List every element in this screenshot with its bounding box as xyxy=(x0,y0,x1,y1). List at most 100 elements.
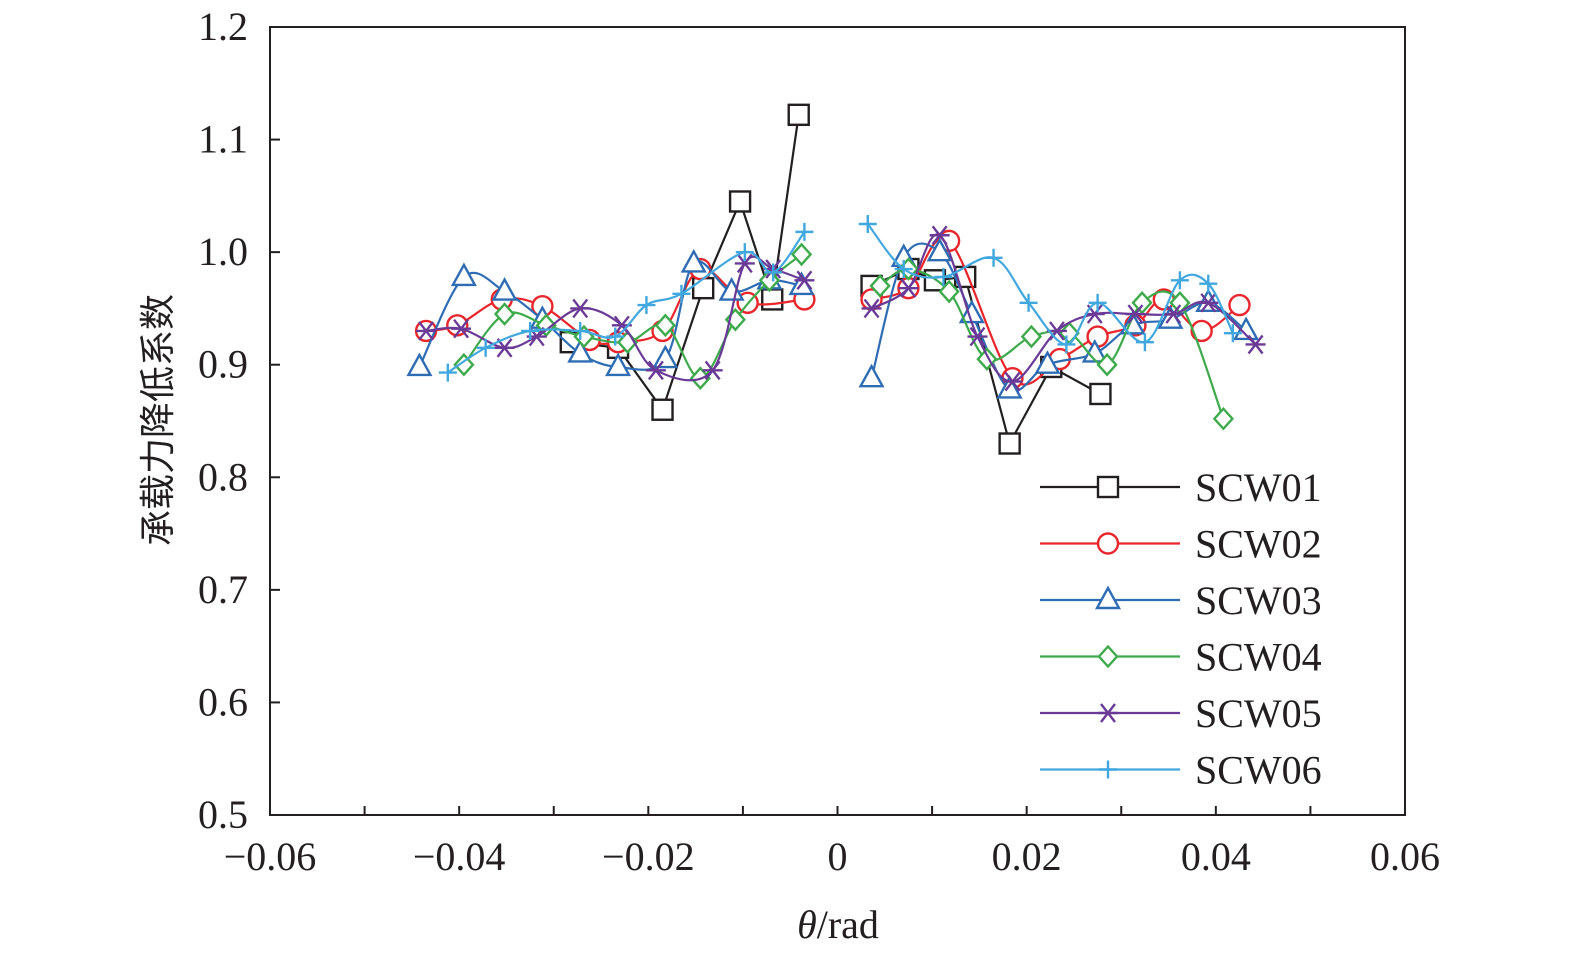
y-tick-label: 0.6 xyxy=(198,679,248,724)
x-tick-label: 0.02 xyxy=(992,834,1062,879)
data-point-asterisk xyxy=(570,298,591,319)
data-point-triangle xyxy=(858,363,885,388)
data-point-diamond xyxy=(1097,644,1119,669)
legend-label: SCW04 xyxy=(1195,635,1322,680)
data-point-plus xyxy=(858,215,877,233)
data-point-plus xyxy=(1088,293,1107,312)
data-point-plus xyxy=(606,327,625,346)
data-point-plus xyxy=(1223,324,1242,343)
data-point-triangle xyxy=(450,262,477,287)
data-point-plus xyxy=(1199,274,1218,293)
x-tick-label: 0.06 xyxy=(1370,834,1440,879)
data-point-square xyxy=(651,398,674,421)
data-point-asterisk xyxy=(794,270,815,291)
data-point-triangle xyxy=(680,248,707,273)
data-point-asterisk xyxy=(967,326,988,347)
data-point-diamond xyxy=(938,279,960,304)
series-layer xyxy=(406,103,1266,455)
legend-item-scw06: SCW06 xyxy=(1040,748,1322,793)
asterisk-stroke xyxy=(900,278,917,298)
asterisk-stroke xyxy=(796,270,813,291)
y-tick-label: 0.8 xyxy=(198,454,248,499)
legend-label: SCW01 xyxy=(1195,465,1322,510)
data-point-triangle xyxy=(567,338,594,363)
data-point-asterisk xyxy=(416,321,437,341)
data-point-triangle xyxy=(1094,585,1122,610)
data-point-asterisk xyxy=(1125,304,1146,324)
legend-item-scw04: SCW04 xyxy=(1040,635,1322,680)
data-point-circle xyxy=(1086,325,1109,348)
asterisk-stroke xyxy=(572,298,589,319)
x-axis-title: θ/rad xyxy=(797,902,879,947)
legend-item-scw01: SCW01 xyxy=(1040,465,1322,510)
data-point-plus xyxy=(795,222,814,241)
data-point-square xyxy=(787,103,810,127)
asterisk-stroke xyxy=(736,253,753,274)
data-point-square xyxy=(1096,475,1120,499)
data-point-triangle xyxy=(491,277,518,301)
y-tick-label: 0.7 xyxy=(198,567,248,612)
y-tick-label: 0.9 xyxy=(198,342,248,387)
x-tick-label: 0.04 xyxy=(1181,834,1251,879)
series-line xyxy=(463,253,803,380)
axes: −0.06 −0.04 −0.02 0 0.02 0.04 0.06 0.5 0.6 0.7 0.8… xyxy=(198,4,1440,879)
asterisk-stroke xyxy=(1165,304,1182,324)
data-point-plus xyxy=(1019,293,1038,312)
data-point-diamond xyxy=(1020,324,1043,349)
data-point-plus xyxy=(1099,760,1117,779)
data-point-plus xyxy=(438,363,457,382)
data-point-plus xyxy=(1170,271,1189,290)
legend-item-scw05: SCW05 xyxy=(1040,691,1322,736)
data-point-asterisk xyxy=(734,253,755,274)
data-point-asterisk xyxy=(861,298,882,319)
asterisk-stroke xyxy=(1200,293,1217,313)
data-point-asterisk xyxy=(898,278,919,298)
data-point-triangle xyxy=(996,374,1023,399)
x-axis-title-unit: /rad xyxy=(817,902,879,947)
data-point-plus xyxy=(984,248,1003,267)
data-point-diamond xyxy=(453,352,475,377)
data-point-plus xyxy=(735,243,754,262)
asterisk-stroke xyxy=(647,360,664,381)
asterisk-stroke xyxy=(418,321,435,341)
asterisk-stroke xyxy=(1048,321,1065,341)
data-point-asterisk xyxy=(929,225,950,245)
data-point-triangle xyxy=(406,352,433,377)
series-line xyxy=(447,231,806,374)
data-point-plus xyxy=(1135,333,1154,352)
data-point-diamond xyxy=(493,302,516,326)
y-tick-label: 0.5 xyxy=(198,792,248,837)
legend-label: SCW06 xyxy=(1195,748,1322,793)
data-point-diamond xyxy=(1131,291,1153,315)
x-tick-label: 0 xyxy=(828,834,848,879)
data-point-diamond xyxy=(1096,352,1118,377)
data-point-circle xyxy=(1096,532,1120,555)
asterisk-stroke xyxy=(1127,304,1144,324)
y-tick-label: 1.1 xyxy=(198,117,248,162)
data-point-circle xyxy=(1228,293,1251,317)
asterisk-stroke xyxy=(496,338,513,358)
x-axis-title-symbol: θ xyxy=(797,902,817,947)
asterisk-stroke xyxy=(704,360,721,381)
y-tick-label: 1.2 xyxy=(198,4,248,49)
asterisk-stroke xyxy=(1086,304,1103,324)
series-scw05 xyxy=(416,225,1266,392)
data-point-plus xyxy=(571,321,590,340)
data-point-asterisk xyxy=(645,360,666,381)
data-point-plus xyxy=(934,267,953,286)
legend-label: SCW03 xyxy=(1195,578,1322,623)
data-point-diamond xyxy=(654,313,676,338)
series-scw01 xyxy=(559,103,1112,455)
legend-item-scw02: SCW02 xyxy=(1040,522,1322,567)
data-point-asterisk xyxy=(702,360,723,381)
data-point-plus xyxy=(521,321,540,340)
asterisk-stroke xyxy=(931,225,948,245)
asterisk-stroke xyxy=(453,318,470,339)
data-point-asterisk xyxy=(451,318,472,339)
data-point-triangle xyxy=(1034,350,1061,374)
legend-label: SCW05 xyxy=(1195,691,1322,736)
data-point-square xyxy=(1089,382,1112,406)
legend-label: SCW02 xyxy=(1195,522,1322,567)
data-point-asterisk xyxy=(1002,371,1023,392)
series-scw06 xyxy=(438,215,1242,382)
